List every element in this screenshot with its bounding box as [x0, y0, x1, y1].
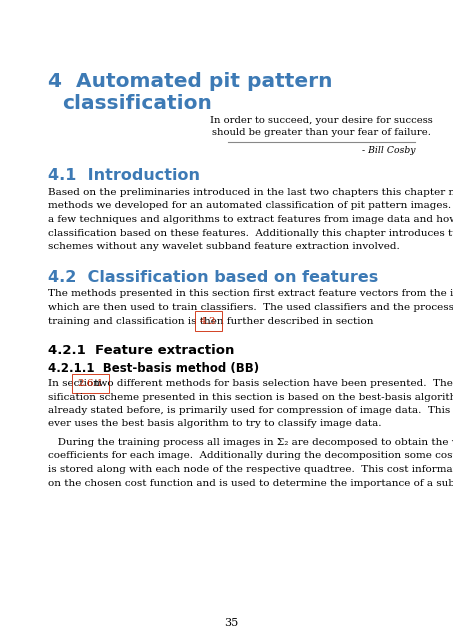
Text: 4.2.1.1  Best-basis method (BB): 4.2.1.1 Best-basis method (BB): [48, 362, 259, 375]
Text: In section: In section: [48, 379, 103, 388]
Text: 4  Automated pit pattern: 4 Automated pit pattern: [48, 72, 333, 91]
Text: on the chosen cost function and is used to determine the importance of a subband: on the chosen cost function and is used …: [48, 479, 453, 488]
Text: 35: 35: [224, 618, 239, 628]
Text: 4.1  Introduction: 4.1 Introduction: [48, 168, 200, 183]
Text: already stated before, is primarily used for compression of image data.  This ap: already stated before, is primarily used…: [48, 406, 453, 415]
Text: coefficients for each image.  Additionally during the decomposition some cost in: coefficients for each image. Additionall…: [48, 451, 453, 461]
Text: 4.2.1  Feature extraction: 4.2.1 Feature extraction: [48, 344, 234, 357]
Text: 2.6.1: 2.6.1: [77, 379, 104, 388]
Text: Based on the preliminaries introduced in the last two chapters this chapter now : Based on the preliminaries introduced in…: [48, 188, 453, 197]
Text: is stored along with each node of the respective quadtree.  This cost informatio: is stored along with each node of the re…: [48, 465, 453, 474]
Text: The methods presented in this section first extract feature vectors from the ima: The methods presented in this section fi…: [48, 289, 453, 298]
Text: ever uses the best basis algorithm to try to classify image data.: ever uses the best basis algorithm to tr…: [48, 419, 381, 429]
Text: 4.3: 4.3: [200, 317, 217, 326]
Text: which are then used to train classifiers.  The used classifiers and the process : which are then used to train classifiers…: [48, 303, 453, 312]
Text: classification: classification: [62, 94, 212, 113]
Text: classification based on these features.  Additionally this chapter introduces tw: classification based on these features. …: [48, 228, 453, 237]
Text: methods we developed for an automated classification of pit pattern images.  We : methods we developed for an automated cl…: [48, 202, 453, 211]
Text: 4.2  Classification based on features: 4.2 Classification based on features: [48, 269, 378, 285]
Text: In order to succeed, your desire for success: In order to succeed, your desire for suc…: [210, 116, 433, 125]
Text: During the training process all images in Σ₂ are decomposed to obtain the wavele: During the training process all images i…: [48, 438, 453, 447]
Text: - Bill Cosby: - Bill Cosby: [361, 146, 415, 155]
Text: should be greater than your fear of failure.: should be greater than your fear of fail…: [212, 128, 431, 137]
Text: a few techniques and algorithms to extract features from image data and how to p: a few techniques and algorithms to extra…: [48, 215, 453, 224]
Text: sification scheme presented in this section is based on the best-basis algorithm: sification scheme presented in this sect…: [48, 392, 453, 401]
Text: schemes without any wavelet subband feature extraction involved.: schemes without any wavelet subband feat…: [48, 242, 400, 251]
Text: two different methods for basis selection have been presented.  The clas-: two different methods for basis selectio…: [91, 379, 453, 388]
Text: training and classification is then further described in section: training and classification is then furt…: [48, 317, 377, 326]
